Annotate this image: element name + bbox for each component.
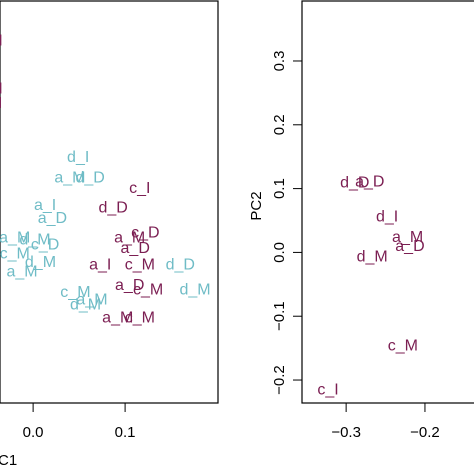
x-tick-label: 0.0 (23, 424, 44, 441)
point-label: c_M (125, 256, 155, 273)
point-label: d_M (179, 281, 210, 298)
point-label: c_M (133, 281, 163, 298)
point-label: a_D (115, 277, 144, 294)
point-label: a_M (392, 229, 423, 246)
plot-frame (0, 0, 219, 404)
y-tick-label: 0.1 (271, 178, 288, 199)
point-label: d_M (19, 232, 50, 249)
x-axis-label: PC1 (0, 452, 17, 469)
point-label: a_D (38, 210, 67, 227)
point-label: c_D (131, 224, 159, 241)
point-label: a_D (395, 238, 424, 255)
point-label: d_D (98, 200, 127, 217)
x-tick-label: 0.1 (115, 424, 136, 441)
point-label: a_M (54, 170, 85, 187)
point-label: d_D (340, 175, 369, 192)
y-tick-label: 0.2 (271, 114, 288, 135)
y-tick-label: 0.3 (271, 51, 288, 72)
point-label: a_M (76, 291, 107, 308)
point-label: d_M (357, 249, 388, 266)
point-label: d_M (70, 297, 101, 314)
point-label: c_M (125, 309, 155, 326)
point-label: a_D (121, 240, 150, 257)
point-label: d_I (376, 209, 398, 226)
y-tick-label: −0.1 (271, 301, 288, 331)
point-label: a_M (7, 263, 38, 280)
plot-frame (301, 0, 474, 404)
point-label: d_I (67, 149, 89, 166)
point-label: c_M (60, 284, 90, 301)
point-label: c_D (31, 237, 59, 254)
point-label: d_I (0, 32, 3, 49)
point-label: c_I (129, 180, 150, 197)
point-label: a_I (0, 80, 3, 97)
point-label: a_M (0, 230, 30, 247)
point-label: d_D (166, 256, 195, 273)
point-label: d_D (75, 170, 104, 187)
y-tick-label: −0.2 (271, 365, 288, 395)
point-label: a_M (114, 230, 145, 247)
point-label: d_M (25, 254, 56, 271)
point-label: a_I (89, 256, 111, 273)
point-label: c_M (388, 337, 418, 354)
point-label: c_I (0, 95, 2, 112)
point-label: a_M (102, 309, 133, 326)
y-axis-label: PC2 (248, 191, 265, 220)
point-label: c_I (317, 381, 338, 398)
x-tick-label: −0.2 (410, 424, 440, 441)
x-tick-label: −0.3 (331, 424, 361, 441)
y-tick-label: 0.0 (271, 242, 288, 263)
point-label: a_I (34, 197, 56, 214)
point-label: c_M (0, 246, 30, 263)
point-label: a_D (355, 173, 384, 190)
